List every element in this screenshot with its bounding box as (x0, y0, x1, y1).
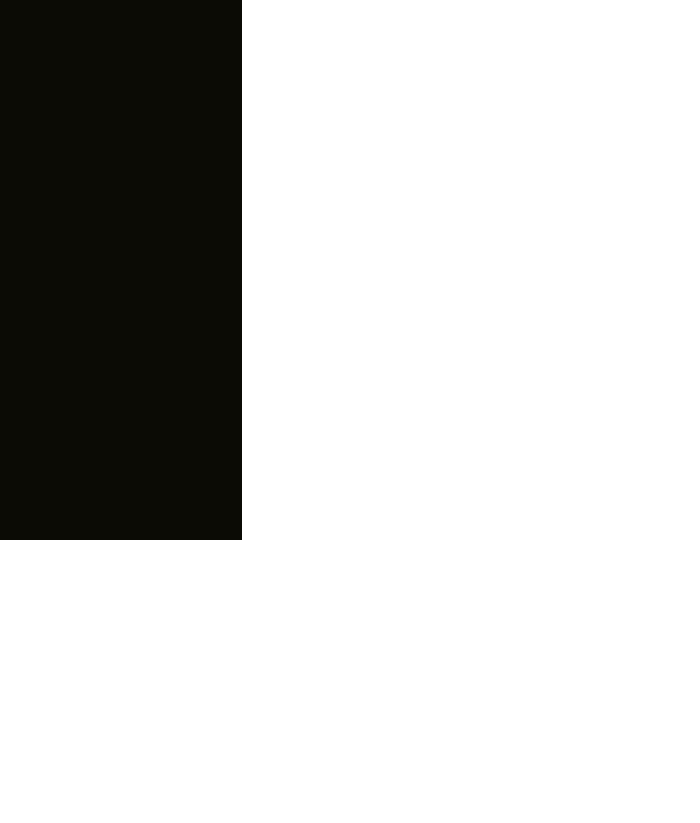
micrograph (0, 0, 242, 540)
panel-a (0, 0, 242, 540)
